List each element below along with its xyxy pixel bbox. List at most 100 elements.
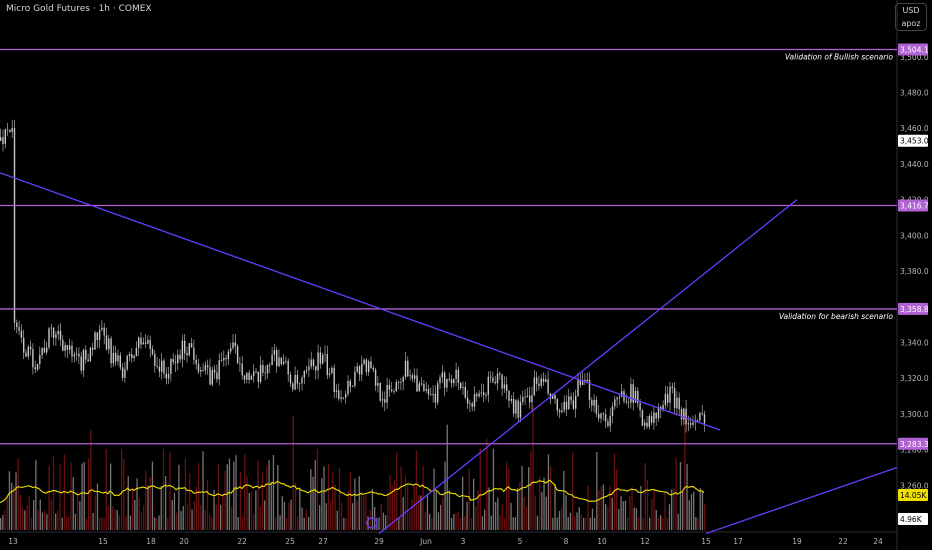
candle-body: [563, 401, 565, 411]
candle-body: [112, 353, 115, 364]
volume-bar: [85, 518, 88, 530]
volume-bar: [94, 495, 96, 530]
volume-bar: [506, 462, 508, 530]
volume-bar: [114, 509, 116, 530]
volume-bar: [684, 412, 686, 530]
volume-bar: [206, 479, 209, 530]
candle-body: [124, 369, 126, 378]
x-tick-label: Jun: [419, 537, 432, 546]
volume-bar: [552, 517, 554, 530]
volume-bar: [55, 513, 57, 530]
volume-bar: [367, 516, 369, 530]
volume-bar: [622, 501, 624, 530]
y-tick-label: 3,400.0: [900, 231, 929, 240]
candle-body: [579, 380, 581, 385]
candle-body: [522, 396, 524, 402]
currency-selector[interactable]: USD apoz: [895, 3, 927, 31]
volume-bar: [556, 517, 558, 530]
candle-body: [418, 383, 420, 392]
volume-bar: [0, 518, 2, 530]
volume-bar: [66, 516, 68, 530]
volume-bar: [149, 477, 151, 530]
candle-body: [126, 355, 128, 370]
volume-bar: [657, 517, 660, 530]
candle-body: [407, 360, 409, 377]
candle-body: [680, 409, 683, 420]
volume-bar: [242, 516, 244, 530]
volume-bar: [110, 463, 112, 530]
candle-body: [351, 386, 354, 387]
candle-body: [395, 382, 397, 392]
volume-bar: [79, 501, 81, 530]
volume-bar: [162, 448, 165, 530]
x-tick-label: 5: [518, 537, 523, 546]
candle-body: [391, 389, 393, 392]
candle-body: [326, 354, 328, 376]
candle-body: [13, 128, 16, 323]
volume-bar: [345, 518, 347, 530]
volume-bar: [693, 491, 695, 530]
volume-bar: [704, 503, 706, 530]
volume-bar: [259, 506, 261, 530]
volume-bar: [624, 500, 627, 530]
candle-body: [213, 369, 216, 373]
candle-body: [103, 327, 105, 336]
volume-bar: [19, 494, 22, 530]
candle-body: [296, 374, 299, 384]
event-marker-icon[interactable]: [366, 517, 378, 529]
volume-bar: [343, 517, 345, 530]
candle-body: [278, 357, 280, 367]
volume-bar: [70, 462, 72, 530]
candle-body: [324, 354, 326, 355]
volume-bar: [448, 490, 451, 530]
candle-body: [602, 413, 604, 415]
candle-body: [48, 328, 50, 348]
trendline[interactable]: [0, 172, 721, 431]
candle-body: [142, 342, 144, 345]
volume-bar: [103, 517, 105, 530]
y-tick-label: 3,320.0: [900, 374, 929, 383]
volume-bar: [396, 452, 398, 530]
candle-body: [96, 332, 98, 340]
candle-body: [634, 390, 637, 403]
volume-bar: [50, 499, 52, 530]
volume-bar: [107, 505, 110, 530]
candle-body: [469, 403, 471, 405]
volume-bar: [393, 480, 396, 530]
x-tick-label: 17: [733, 537, 743, 546]
volume-bar: [418, 495, 420, 530]
trendline[interactable]: [705, 466, 898, 535]
candle-body: [172, 358, 174, 363]
candle-body: [211, 369, 213, 385]
volume-bar: [57, 510, 59, 530]
candle-body: [646, 422, 648, 427]
candle-body: [299, 383, 301, 385]
trendline[interactable]: [378, 199, 798, 535]
candle-body: [570, 396, 572, 401]
candle-body: [439, 377, 441, 384]
volume-bar: [528, 467, 530, 530]
volume-bar: [272, 455, 275, 530]
volume-bar: [444, 461, 446, 530]
volume-bar: [290, 499, 292, 530]
volume-bar: [261, 472, 264, 530]
volume-bar: [61, 517, 63, 530]
volume-bar: [519, 482, 521, 530]
candle-body: [572, 400, 575, 409]
volume-bar: [165, 476, 167, 530]
volume-bar: [176, 512, 178, 530]
volume-bar: [462, 476, 464, 530]
candle-body: [347, 380, 349, 394]
volume-bar: [352, 503, 354, 530]
candle-body: [471, 403, 473, 407]
candle-body: [379, 383, 381, 401]
volume-bar: [679, 462, 682, 530]
candle-body: [158, 366, 161, 372]
volume-bar: [611, 497, 613, 530]
volume-bar: [213, 489, 215, 530]
candle-body: [29, 346, 32, 350]
candle-body: [414, 375, 416, 379]
volume-bar: [297, 515, 299, 530]
volume-bar: [83, 462, 85, 530]
